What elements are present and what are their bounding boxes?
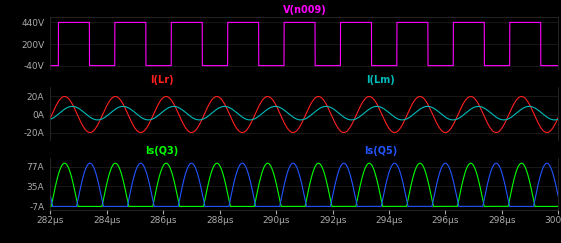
Text: I(Lr): I(Lr): [150, 75, 174, 85]
Text: Is(Q3): Is(Q3): [145, 146, 179, 156]
Text: Is(Q5): Is(Q5): [364, 146, 397, 156]
Text: V(n009): V(n009): [283, 5, 326, 15]
Text: I(Lm): I(Lm): [366, 75, 395, 85]
